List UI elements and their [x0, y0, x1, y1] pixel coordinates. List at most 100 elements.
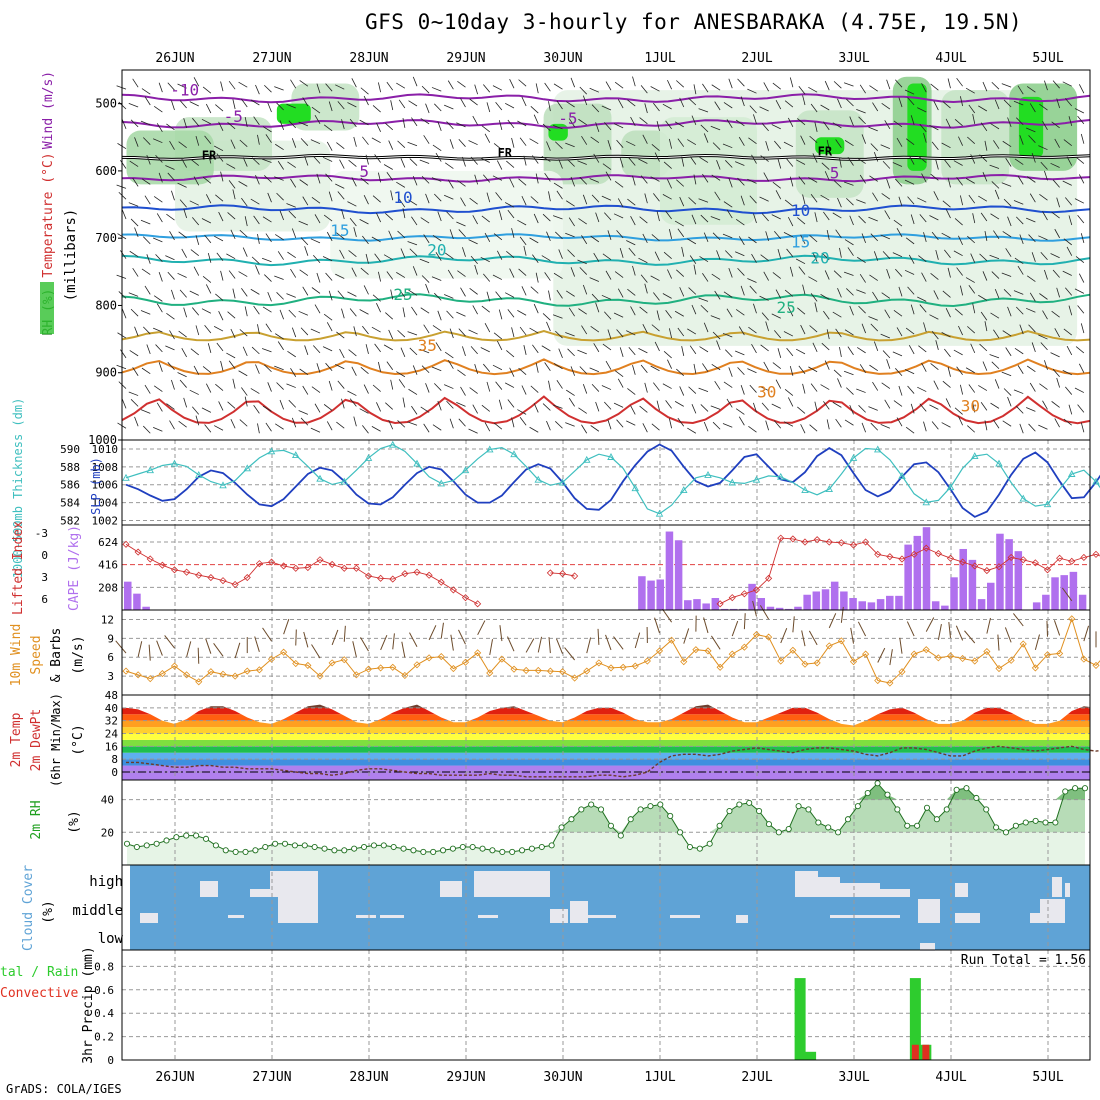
wind-barb [797, 307, 806, 315]
wind-barb [663, 251, 672, 260]
wind-barb [204, 234, 212, 244]
wind-barb-10m [537, 636, 543, 653]
wind-barb [833, 180, 842, 188]
wind-barb [323, 313, 333, 321]
wind-barb [314, 304, 321, 314]
lifted-index-marker [1056, 554, 1064, 562]
wind-speed-marker [231, 672, 239, 680]
wind-barb [409, 158, 418, 166]
wind-barb [810, 193, 818, 203]
wind-barb-10m [850, 627, 854, 644]
wind-barb [275, 333, 284, 340]
temp-band [122, 727, 1090, 734]
wind-barb [230, 328, 236, 339]
thickness-marker [437, 479, 446, 487]
wind-barb [749, 384, 757, 393]
cape-bar [794, 606, 802, 610]
wind-barb [905, 327, 915, 335]
wind-speed-marker [498, 655, 506, 663]
wind-barb [869, 364, 878, 372]
cape-bar [739, 608, 747, 610]
wind-barb [201, 308, 212, 314]
wind-barb [434, 292, 442, 301]
wind-barb [411, 117, 418, 127]
wind-barb [460, 98, 466, 108]
wind-barb [195, 415, 200, 426]
wind-barb [605, 270, 612, 280]
wind-barb [1075, 346, 1085, 354]
wind-barb [498, 309, 503, 320]
wind-barb [650, 176, 660, 182]
precip-ytick: 0.2 [94, 1031, 114, 1044]
wind-barb [177, 272, 187, 278]
wind-barb [267, 192, 272, 203]
wind-barb [886, 79, 891, 90]
wind-barb [761, 402, 769, 411]
cloud-level-high: high [89, 874, 123, 890]
wind-barb [216, 342, 224, 352]
wind-barb [1013, 200, 1024, 205]
wind-barb [409, 347, 418, 356]
wind-barb [921, 83, 927, 93]
wind-barb [274, 365, 284, 371]
wind-barb [809, 135, 818, 143]
wind-barb [896, 327, 903, 337]
wind-barb [728, 177, 733, 188]
wind-barb [965, 178, 975, 184]
wind-barb [1040, 252, 1048, 260]
wind-barb [616, 230, 624, 239]
wind-barb [143, 425, 151, 434]
wind-barb [140, 310, 151, 315]
lifted-index-marker [243, 573, 251, 582]
wind-barb [328, 380, 333, 391]
wind-barb [947, 267, 951, 278]
rh-marker [163, 837, 170, 844]
cape-bar [656, 579, 665, 610]
wind-barb [639, 216, 648, 224]
date-label-bottom: 2JUL [741, 1070, 772, 1085]
wind-speed-marker [304, 661, 312, 669]
wind-barb [421, 176, 430, 184]
wind-barb-10m [731, 620, 739, 637]
cloud-thin [228, 915, 244, 918]
wind-barb [287, 251, 296, 259]
wind-barb [371, 236, 381, 243]
wind-barb [313, 345, 321, 354]
wind-speed-marker [607, 664, 615, 672]
temp-ytick: 32 [105, 715, 118, 728]
wind-speed-marker [971, 657, 979, 665]
wind-barb [207, 252, 212, 263]
wind-barb [376, 122, 381, 133]
wind-barb [360, 87, 369, 95]
date-label-top: 27JUN [252, 51, 291, 66]
thickness-marker [291, 451, 300, 459]
wind-barb [726, 119, 733, 129]
wind-barb [898, 385, 903, 396]
temp-band [122, 733, 1090, 740]
date-label-bottom: 3JUL [838, 1070, 869, 1085]
date-label-top: 3JUL [838, 51, 869, 66]
wind-barb [930, 363, 939, 371]
precip-convective-bar [911, 1044, 919, 1060]
wind-barb [835, 139, 842, 148]
wind-barb [1038, 145, 1048, 151]
wind-barb [201, 118, 212, 125]
wind-barb [167, 82, 175, 91]
wind-barb [677, 228, 685, 238]
wind-barb [506, 350, 515, 358]
wind-barb [714, 380, 721, 390]
wind-barb [907, 385, 915, 394]
cape-bar [124, 581, 132, 610]
wind-barb [341, 209, 345, 220]
rh-marker [281, 840, 289, 847]
wind-ytick: 9 [107, 632, 114, 645]
wind-barb [171, 379, 175, 390]
cape-bar [748, 583, 756, 610]
wind-barb [565, 232, 575, 238]
wind-barb [204, 424, 212, 433]
thickness-marker [728, 478, 737, 486]
wind-barb [869, 175, 878, 182]
wind-barb [760, 254, 769, 262]
wind-barb [786, 248, 794, 257]
wind-barb [945, 308, 951, 318]
